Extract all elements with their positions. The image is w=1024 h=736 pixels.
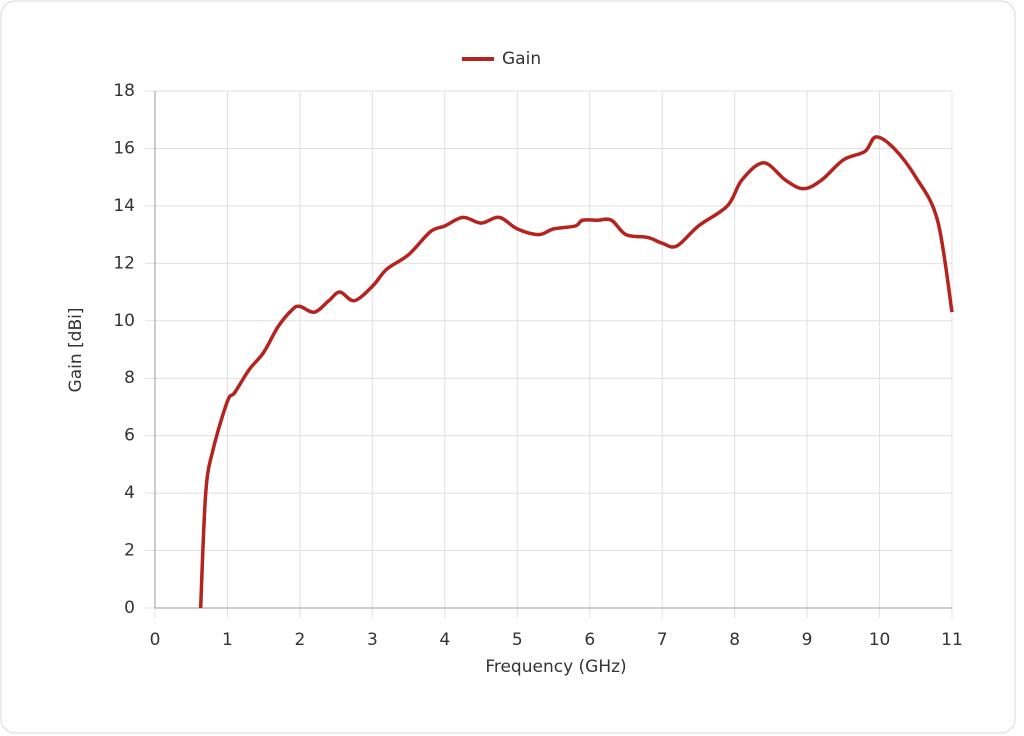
x-axis-label: Frequency (GHz) [485,657,626,677]
y-tick-label: 8 [124,368,135,388]
y-tick-label: 10 [113,311,135,331]
x-tick-label: 2 [294,630,305,650]
x-tick-label: 1 [222,630,233,650]
x-tick-label: 10 [869,630,891,650]
y-axis-label: Gain [dBi] [66,308,86,393]
x-tick-label: 7 [657,630,668,650]
y-tick-label: 6 [124,426,135,446]
x-tick-label: 0 [150,630,161,650]
y-tick-label: 4 [124,483,135,503]
x-tick-label: 8 [729,630,740,650]
x-tick-label: 9 [802,630,813,650]
x-tick-label: 11 [941,630,963,650]
y-tick-label: 2 [124,541,135,561]
legend-label: Gain [502,49,541,69]
x-tick-label: 5 [512,630,523,650]
x-tick-label: 4 [439,630,450,650]
y-tick-label: 14 [113,196,135,216]
y-tick-label: 16 [113,138,135,158]
gain-line [198,135,954,609]
x-tick-label: 3 [367,630,378,650]
y-tick-label: 18 [113,81,135,101]
y-tick-label: 0 [124,598,135,618]
y-tick-label: 12 [113,253,135,273]
x-tick-label: 6 [584,630,595,650]
